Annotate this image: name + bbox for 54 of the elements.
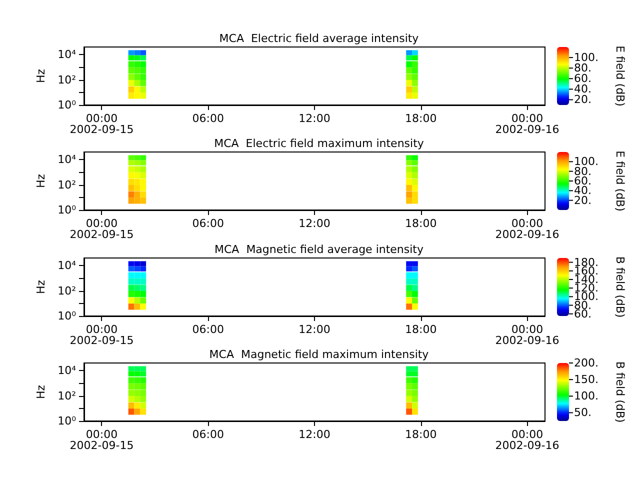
chart-title: MCA Electric field maximum intensity <box>214 137 424 150</box>
y-tick-label: 10² <box>58 284 76 297</box>
y-axis-title: Hz <box>34 279 48 294</box>
color-bar-label: 20. <box>574 93 592 106</box>
y-tick-label: 10⁴ <box>58 258 77 272</box>
x-tick-label: 06:00 <box>192 428 224 441</box>
color-bar-label: 100. <box>574 51 598 64</box>
x-tick-label: 18:00 <box>405 112 437 125</box>
color-bar-label: 60. <box>574 72 592 86</box>
color-bar-title: E field (dB) <box>614 150 626 212</box>
x-tick-label: 00:00 2002-09-15 <box>70 112 134 136</box>
x-tick-label: 18:00 <box>405 322 437 336</box>
x-tick-label: 06:00 <box>192 112 224 125</box>
x-tick-label: 00:00 2002-09-16 <box>495 322 560 347</box>
x-tick-label: 00:00 2002-09-15 <box>70 217 134 242</box>
x-tick-label: 18:00 <box>405 428 437 441</box>
y-tick-label: 10² <box>58 389 76 402</box>
color-bar-title: E field (dB) <box>614 46 626 106</box>
x-tick-label: 18:00 <box>405 217 437 230</box>
x-tick-label: 06:00 <box>192 322 224 336</box>
x-tick-label: 12:00 <box>298 428 330 441</box>
y-tick-label: 10² <box>58 178 76 192</box>
color-bar-label: 50. <box>574 406 592 420</box>
color-bar-label: 100. <box>574 390 598 403</box>
y-tick-label: 10² <box>58 73 76 86</box>
color-bar-label: 200. <box>574 356 598 370</box>
x-tick-label: 00:00 2002-09-15 <box>70 428 134 452</box>
color-bar-label: 40. <box>574 82 592 96</box>
x-tick-label: 06:00 <box>192 217 224 230</box>
y-axis-title: Hz <box>34 384 48 399</box>
color-bar-label: 20. <box>574 194 592 208</box>
y-tick-label: 10⁴ <box>58 153 77 166</box>
color-bar-title: B field (dB) <box>614 256 626 318</box>
x-tick-label: 12:00 <box>298 322 330 336</box>
chart-title: MCA Electric field average intensity <box>219 32 420 45</box>
x-tick-label: 00:00 2002-09-16 <box>495 428 560 452</box>
x-tick-label: 12:00 <box>298 217 330 230</box>
x-tick-label: 12:00 <box>298 112 330 125</box>
color-bar-label: 150. <box>574 372 598 386</box>
x-tick-label: 00:00 2002-09-15 <box>70 322 134 347</box>
color-bar-title: B field (dB) <box>614 361 626 423</box>
x-tick-label: 00:00 2002-09-16 <box>495 112 560 136</box>
chart-title: MCA Magnetic field maximum intensity <box>209 348 430 361</box>
y-tick-label: 10⁴ <box>58 364 77 377</box>
chart-title: MCA Magnetic field average intensity <box>214 242 424 256</box>
y-axis-title: Hz <box>34 174 48 188</box>
y-tick-label: 10⁰ <box>58 414 77 428</box>
y-tick-label: 10⁰ <box>58 309 77 322</box>
y-tick-label: 10⁴ <box>58 48 77 62</box>
y-tick-label: 10⁰ <box>58 204 77 217</box>
x-tick-label: 00:00 2002-09-16 <box>495 217 560 242</box>
y-tick-label: 10⁰ <box>58 98 77 112</box>
y-axis-title: Hz <box>34 68 48 84</box>
color-bar-label: 80. <box>574 62 592 75</box>
